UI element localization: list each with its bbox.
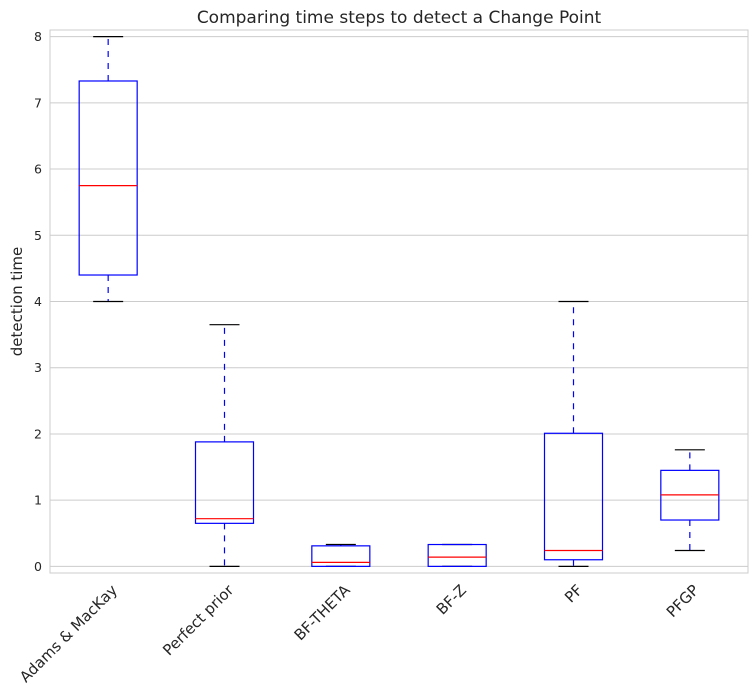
box-group: [78, 36, 138, 303]
y-tick-label: 8: [34, 29, 42, 44]
box-group: [311, 543, 371, 567]
y-tick-label: 5: [34, 228, 42, 243]
x-tick-label: PF: [561, 581, 586, 606]
box-group: [543, 300, 604, 567]
iqr-box: [543, 432, 604, 561]
y-tick-label: 0: [34, 559, 42, 574]
y-tick-label: 1: [34, 493, 42, 508]
iqr-box: [427, 543, 487, 567]
x-tick-label: Perfect prior: [159, 581, 238, 660]
y-tick-label: 3: [34, 360, 42, 375]
y-tick-label: 7: [34, 95, 42, 110]
plot-frame: [49, 29, 749, 574]
x-tick-label: BF-THETA: [291, 581, 355, 645]
y-axis-label: detection time: [8, 247, 26, 357]
boxes: [78, 36, 720, 567]
box-group: [194, 324, 255, 567]
x-tick-label: PFGP: [663, 581, 703, 621]
y-tick-label: 6: [34, 162, 42, 177]
iqr-box: [311, 545, 371, 567]
box-group: [660, 449, 720, 552]
gridlines: [50, 36, 748, 567]
y-tick-labels: 0 1 2 3 4 5 6 7 8: [34, 29, 42, 574]
y-tick-label: 4: [34, 294, 42, 309]
y-tick-label: 2: [34, 426, 42, 441]
chart-title: Comparing time steps to detect a Change …: [197, 8, 602, 28]
iqr-box: [194, 441, 255, 524]
iqr-box: [78, 80, 138, 276]
x-tick-labels: Adams & MacKay Perfect prior BF-THETA BF-Z P…: [16, 581, 703, 687]
box-group: [427, 543, 487, 567]
x-tick-label: BF-Z: [433, 581, 470, 618]
x-tick-label: Adams & MacKay: [16, 581, 121, 686]
